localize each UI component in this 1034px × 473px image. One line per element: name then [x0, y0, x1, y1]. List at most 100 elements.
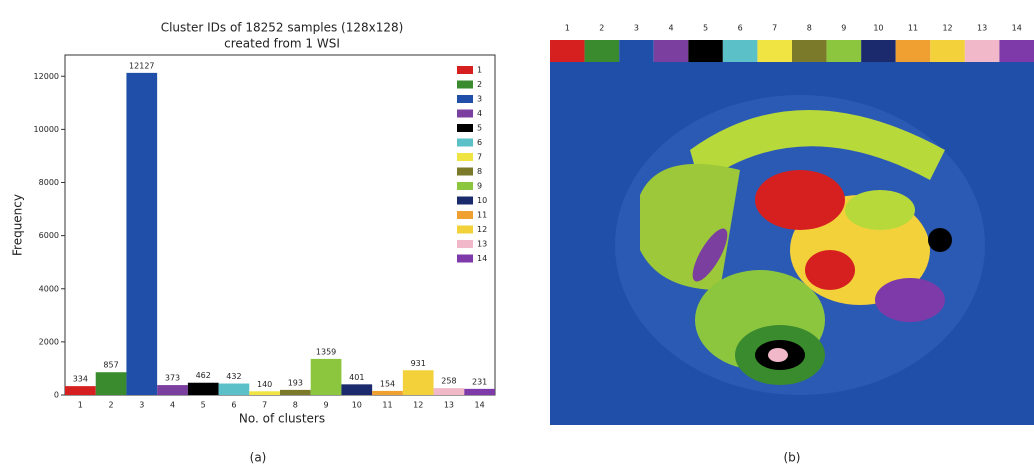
bar [249, 391, 280, 395]
legend-swatch [457, 124, 473, 132]
value-label: 334 [73, 375, 88, 384]
legend-swatch [457, 81, 473, 89]
bar [126, 73, 157, 395]
bar [96, 372, 127, 395]
bar [280, 390, 311, 395]
legend-label: 14 [477, 254, 487, 263]
x-tick-label: 10 [352, 401, 362, 410]
map-color-swatch [861, 40, 896, 62]
legend-swatch [457, 182, 473, 190]
map-color-swatch [757, 40, 792, 62]
map-color-swatch [654, 40, 689, 62]
map-color-label: 9 [841, 24, 846, 33]
y-tick-label: 0 [54, 391, 59, 400]
map-color-swatch [723, 40, 758, 62]
legend-label: 4 [477, 109, 482, 118]
x-axis-label: No. of clusters [239, 412, 325, 426]
legend-label: 12 [477, 225, 487, 234]
map-color-label: 14 [1012, 24, 1022, 33]
value-label: 401 [349, 373, 364, 382]
bar [434, 388, 465, 395]
x-tick-label: 11 [382, 401, 392, 410]
legend-swatch [457, 226, 473, 234]
legend-label: 8 [477, 167, 482, 176]
figure: Cluster IDs of 18252 samples (128x128) c… [0, 0, 1034, 473]
legend-label: 11 [477, 211, 487, 220]
legend-swatch [457, 211, 473, 219]
map-color-label: 2 [599, 24, 604, 33]
legend-label: 9 [477, 182, 482, 191]
map-color-swatch [792, 40, 827, 62]
legend-swatch [457, 153, 473, 161]
bar [311, 359, 342, 395]
y-tick-label: 2000 [39, 337, 59, 346]
chart-subtitle: created from 1 WSI [224, 37, 340, 51]
bar [157, 385, 188, 395]
map-color-label: 4 [668, 24, 673, 33]
value-label: 432 [226, 372, 241, 381]
value-label: 258 [441, 377, 456, 386]
map-color-swatch [930, 40, 965, 62]
map-color-label: 7 [772, 24, 777, 33]
map-color-swatch [965, 40, 1000, 62]
legend-swatch [457, 197, 473, 205]
map-color-label: 3 [634, 24, 639, 33]
legend-swatch [457, 95, 473, 103]
map-color-label: 6 [738, 24, 743, 33]
caption: (b) [784, 451, 801, 465]
map-color-label: 10 [873, 24, 883, 33]
legend-swatch [457, 139, 473, 147]
bar [372, 391, 403, 395]
legend-label: 3 [477, 95, 482, 104]
x-tick-label: 7 [262, 401, 267, 410]
x-tick-label: 5 [201, 401, 206, 410]
chart-title: Cluster IDs of 18252 samples (128x128) [161, 21, 404, 35]
map-color-swatch [999, 40, 1034, 62]
legend-swatch [457, 110, 473, 118]
legend-label: 10 [477, 196, 487, 205]
legend-swatch [457, 255, 473, 263]
x-tick-label: 8 [293, 401, 298, 410]
map-color-swatch [550, 40, 585, 62]
legend-label: 2 [477, 80, 482, 89]
legend-label: 1 [477, 66, 482, 75]
bar [188, 383, 219, 395]
value-label: 462 [196, 371, 211, 380]
legend-label: 6 [477, 138, 482, 147]
map-color-swatch [688, 40, 723, 62]
value-label: 1359 [316, 347, 336, 356]
map-color-label: 13 [977, 24, 987, 33]
y-axis-label: Frequency [11, 194, 25, 256]
y-tick-label: 8000 [39, 178, 59, 187]
map-color-label: 1 [565, 24, 570, 33]
legend-label: 7 [477, 153, 482, 162]
cluster-map [550, 62, 1034, 425]
caption: (a) [250, 451, 267, 465]
map-color-swatch [896, 40, 931, 62]
x-tick-label: 6 [231, 401, 236, 410]
x-tick-label: 4 [170, 401, 175, 410]
map-color-label: 8 [807, 24, 812, 33]
value-label: 373 [165, 374, 180, 383]
bar [65, 386, 96, 395]
bar [403, 370, 434, 395]
legend-swatch [457, 240, 473, 248]
map-color-swatch [619, 40, 654, 62]
map-color-label: 11 [908, 24, 918, 33]
map-color-label: 5 [703, 24, 708, 33]
y-tick-label: 10000 [34, 125, 59, 134]
map-color-swatch [585, 40, 620, 62]
y-tick-label: 6000 [39, 231, 59, 240]
value-label: 231 [472, 377, 487, 386]
x-tick-label: 2 [109, 401, 114, 410]
y-tick-label: 4000 [39, 284, 59, 293]
x-tick-label: 14 [475, 401, 485, 410]
x-tick-label: 13 [444, 401, 454, 410]
value-label: 140 [257, 380, 272, 389]
legend-swatch [457, 66, 473, 74]
x-tick-label: 9 [324, 401, 329, 410]
x-tick-label: 1 [78, 401, 83, 410]
value-label: 931 [411, 359, 426, 368]
x-tick-label: 12 [413, 401, 423, 410]
value-label: 193 [288, 378, 303, 387]
